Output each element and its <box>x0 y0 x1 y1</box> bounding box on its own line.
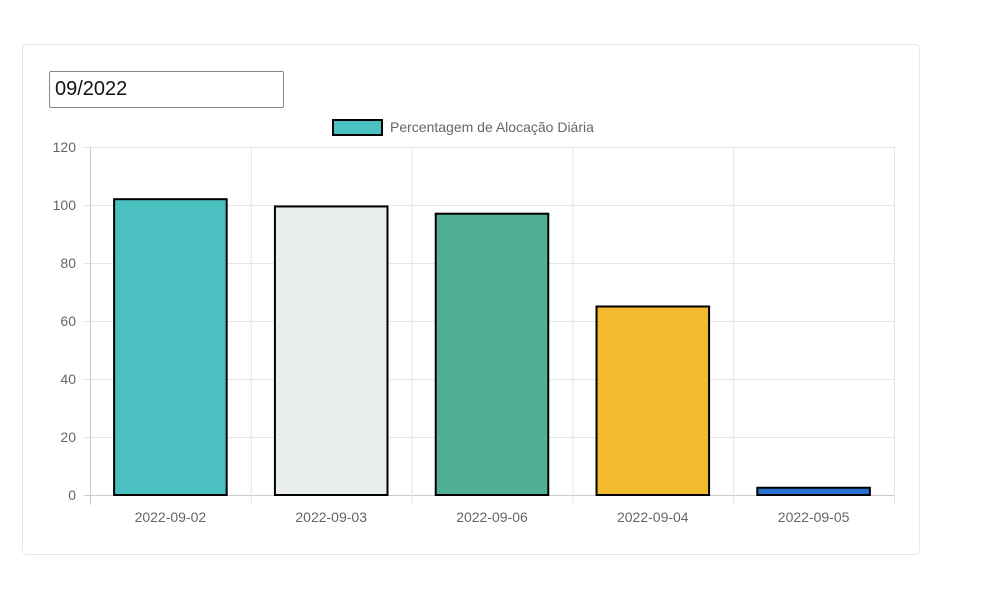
bar[interactable] <box>756 486 871 496</box>
y-tick-label: 40 <box>60 371 76 387</box>
x-tick-label: 2022-09-06 <box>456 509 528 525</box>
bar[interactable] <box>434 212 550 496</box>
legend-swatch <box>332 119 383 136</box>
axes: 0 20 40 60 80 100 120 2022-09-02 2022-09-03 2022-… <box>53 139 850 525</box>
bar[interactable] <box>273 205 389 496</box>
y-tick-label: 120 <box>53 139 77 155</box>
x-tick-label: 2022-09-02 <box>135 509 207 525</box>
y-tick-label: 100 <box>53 197 77 213</box>
y-tick-label: 0 <box>68 487 76 503</box>
y-tick-label: 80 <box>60 255 76 271</box>
bar[interactable] <box>595 305 711 496</box>
bars <box>113 198 871 496</box>
y-tick-label: 60 <box>60 313 76 329</box>
x-tick-label: 2022-09-05 <box>778 509 850 525</box>
x-tick-label: 2022-09-03 <box>295 509 367 525</box>
month-input[interactable] <box>49 71 284 108</box>
bar[interactable] <box>113 198 228 496</box>
legend-label: Percentagem de Alocação Diária <box>390 119 594 135</box>
y-tick-label: 20 <box>60 429 76 445</box>
x-tick-label: 2022-09-04 <box>617 509 689 525</box>
legend[interactable]: Percentagem de Alocação Diária <box>332 119 594 136</box>
